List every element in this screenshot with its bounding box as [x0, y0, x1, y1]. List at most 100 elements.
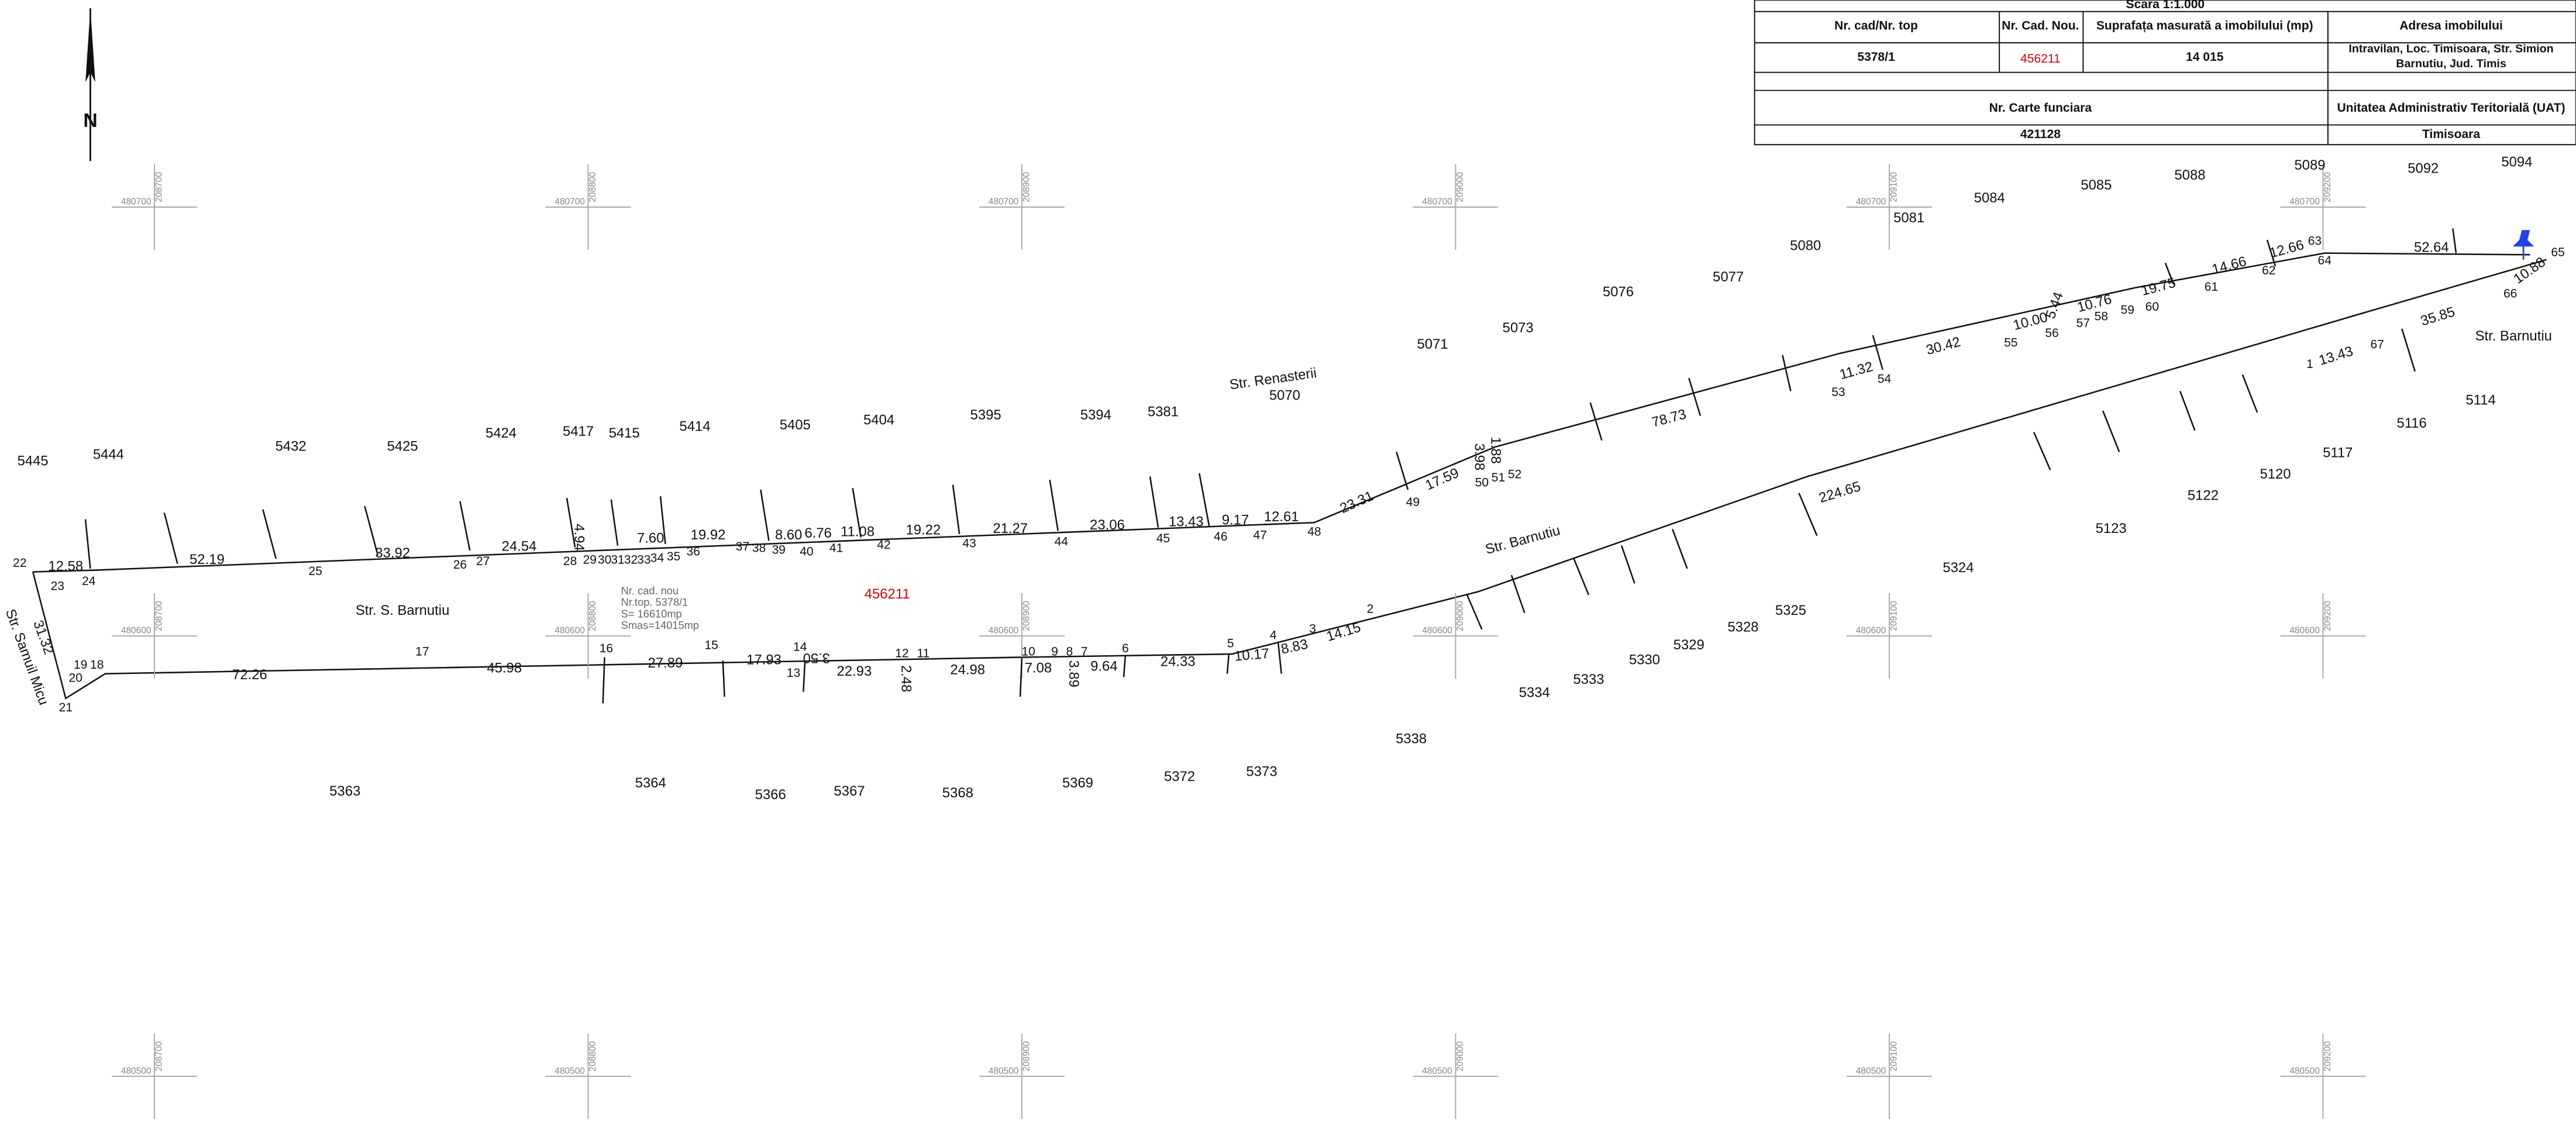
- grid-x-label: 208700: [154, 172, 164, 202]
- point-number: 60: [2145, 300, 2159, 314]
- parcel-label: 5114: [2465, 393, 2495, 408]
- segment-length: 9.64: [1090, 659, 1117, 675]
- segment-length: 27.89: [648, 655, 683, 671]
- point-number: 24: [82, 574, 96, 588]
- parcel-label: 5120: [2260, 466, 2291, 482]
- parcel-label: 5432: [275, 438, 306, 454]
- north-boundary: [33, 252, 2530, 573]
- parcel-label: 5364: [635, 775, 666, 791]
- grid-x-label: 208900: [1021, 1041, 1031, 1072]
- point-number: 4: [1270, 629, 1277, 642]
- segment-length: 3.50: [803, 650, 830, 666]
- boundary-tick: [1122, 655, 1127, 677]
- grid-y-label: 480700: [1422, 197, 1452, 207]
- parcel-label: 5368: [942, 785, 973, 801]
- boundary-tick: [2179, 391, 2196, 431]
- point-number: 3: [1309, 622, 1316, 635]
- point-number: 63: [2308, 235, 2322, 248]
- segment-length: 6.76: [805, 525, 832, 541]
- point-number: 17: [415, 645, 429, 659]
- parcel-note: Smas=14015mp: [621, 619, 699, 631]
- parcel-label: 5325: [1775, 603, 1806, 618]
- point-number: 23: [51, 579, 64, 593]
- grid-x-label: 209100: [1889, 172, 1899, 202]
- table-header: Suprafața masurată a imobilului (mp): [2096, 19, 2313, 33]
- point-number: 39: [772, 543, 786, 557]
- scale: Scara 1:1.000: [2126, 0, 2205, 11]
- grid-y-label: 480700: [989, 197, 1019, 207]
- point-number: 1: [2306, 357, 2313, 371]
- segment-length: 17.93: [746, 652, 781, 668]
- boundary-tick: [852, 488, 862, 538]
- grid-x-label: 209000: [1455, 172, 1465, 202]
- point-number: 35: [667, 550, 680, 563]
- segment-length: 2.48: [898, 665, 914, 692]
- parcel-label: 5085: [2081, 177, 2112, 193]
- boundary-tick: [610, 499, 619, 546]
- point-number: 57: [2076, 316, 2090, 330]
- table-cell: Timisoara: [2422, 128, 2480, 141]
- grid-y-label: 480600: [121, 626, 151, 636]
- point-number: 34: [650, 552, 664, 565]
- point-number: 42: [877, 538, 890, 552]
- parcel-label: 5330: [1629, 652, 1660, 668]
- grid-x-label: 208700: [154, 601, 164, 631]
- table-header: Adresa imobilului: [2399, 19, 2503, 33]
- street-label: 5070: [1269, 387, 1300, 403]
- boundary-tick: [722, 660, 725, 697]
- segment-length: 1.88: [1488, 436, 1504, 463]
- parcel-label: 5088: [2174, 167, 2205, 183]
- parcel-label: 5329: [1673, 637, 1704, 653]
- segment-length: 24.54: [502, 539, 537, 555]
- point-number: 59: [2121, 303, 2134, 316]
- table-cell: 421128: [2020, 128, 2061, 141]
- boundary-tick: [1226, 653, 1230, 674]
- parcel-label: 5404: [863, 412, 894, 428]
- grid-y-label: 480700: [555, 197, 585, 207]
- point-number: 20: [68, 672, 82, 685]
- boundary-tick: [952, 484, 960, 535]
- segment-length: 10.17: [1234, 646, 1270, 665]
- grid-x-label: 208800: [588, 172, 598, 202]
- parcel-label: 5122: [2188, 488, 2219, 504]
- grid-x-label: 209100: [1889, 1041, 1899, 1072]
- point-number: 62: [2262, 264, 2275, 277]
- boundary-tick: [1149, 476, 1159, 528]
- boundary-tick: [459, 501, 471, 551]
- segment-length: 24.33: [1160, 653, 1196, 669]
- segment-length: 7.60: [637, 531, 664, 546]
- pin-icon: [2512, 230, 2534, 260]
- point-number: 49: [1406, 496, 1420, 509]
- segment-length: 24.98: [950, 662, 985, 677]
- grid-y-label: 480600: [989, 626, 1019, 636]
- segment-length: 52.64: [2414, 240, 2449, 256]
- point-number: 37: [736, 540, 749, 553]
- segment-length: 52.19: [190, 552, 225, 567]
- parcel-label: 5373: [1246, 763, 1277, 779]
- point-number: 21: [59, 701, 73, 714]
- parcel-label: 5425: [387, 438, 418, 454]
- grid-x-label: 209200: [2323, 1041, 2333, 1072]
- parcel-label: 5381: [1148, 404, 1179, 419]
- grid-y-label: 480700: [2289, 197, 2320, 207]
- parcel-label: 5369: [1062, 775, 1093, 791]
- segment-length: 23.06: [1090, 517, 1125, 533]
- boundary-tick: [659, 496, 666, 544]
- grid-x-label: 208700: [154, 1041, 164, 1072]
- grid-y-label: 480500: [1856, 1066, 1886, 1076]
- point-number: 8: [1066, 645, 1073, 659]
- point-number: 58: [2095, 310, 2108, 324]
- point-number: 9: [1051, 645, 1058, 659]
- boundary-tick: [262, 509, 277, 559]
- grid-y-label: 480500: [989, 1066, 1019, 1076]
- point-number: 44: [1055, 535, 1069, 549]
- parcel-label: 5073: [1503, 320, 1534, 336]
- point-number: 43: [962, 536, 976, 550]
- parcel-label: 5363: [329, 783, 360, 799]
- segment-length: 9.17: [1222, 512, 1249, 528]
- grid-y-label: 480600: [1856, 626, 1886, 636]
- parcel-label: 5417: [563, 424, 594, 439]
- parcel-label: 5338: [1396, 731, 1427, 746]
- grid-y-label: 480500: [121, 1066, 151, 1076]
- point-number: 22: [13, 556, 26, 570]
